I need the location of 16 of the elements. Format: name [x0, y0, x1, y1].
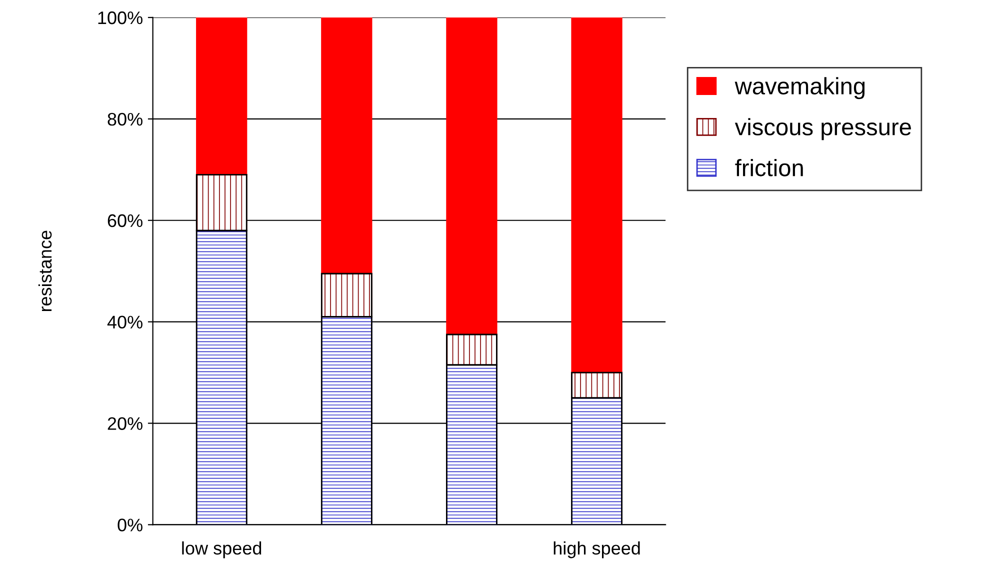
x-tick-label: low speed	[182, 541, 262, 558]
bar	[321, 17, 372, 274]
y-tick-label: 80%	[108, 112, 142, 126]
y-tick-label: 60%	[108, 214, 142, 228]
bar	[196, 17, 248, 176]
x-tick-label: high speed	[554, 541, 640, 558]
legend-label: wavemaking	[734, 77, 865, 100]
y-axis-title: resistance	[38, 230, 52, 312]
y-tick-label: 100%	[98, 11, 142, 24]
legend-label: viscous pressure	[734, 118, 911, 140]
y-tick-label: 40%	[107, 316, 142, 329]
legend-label: friction	[735, 158, 803, 176]
y-tick-label: 0%	[118, 518, 142, 532]
y-tick-label: 20%	[108, 417, 142, 430]
bar	[571, 17, 622, 374]
bar	[446, 17, 498, 336]
